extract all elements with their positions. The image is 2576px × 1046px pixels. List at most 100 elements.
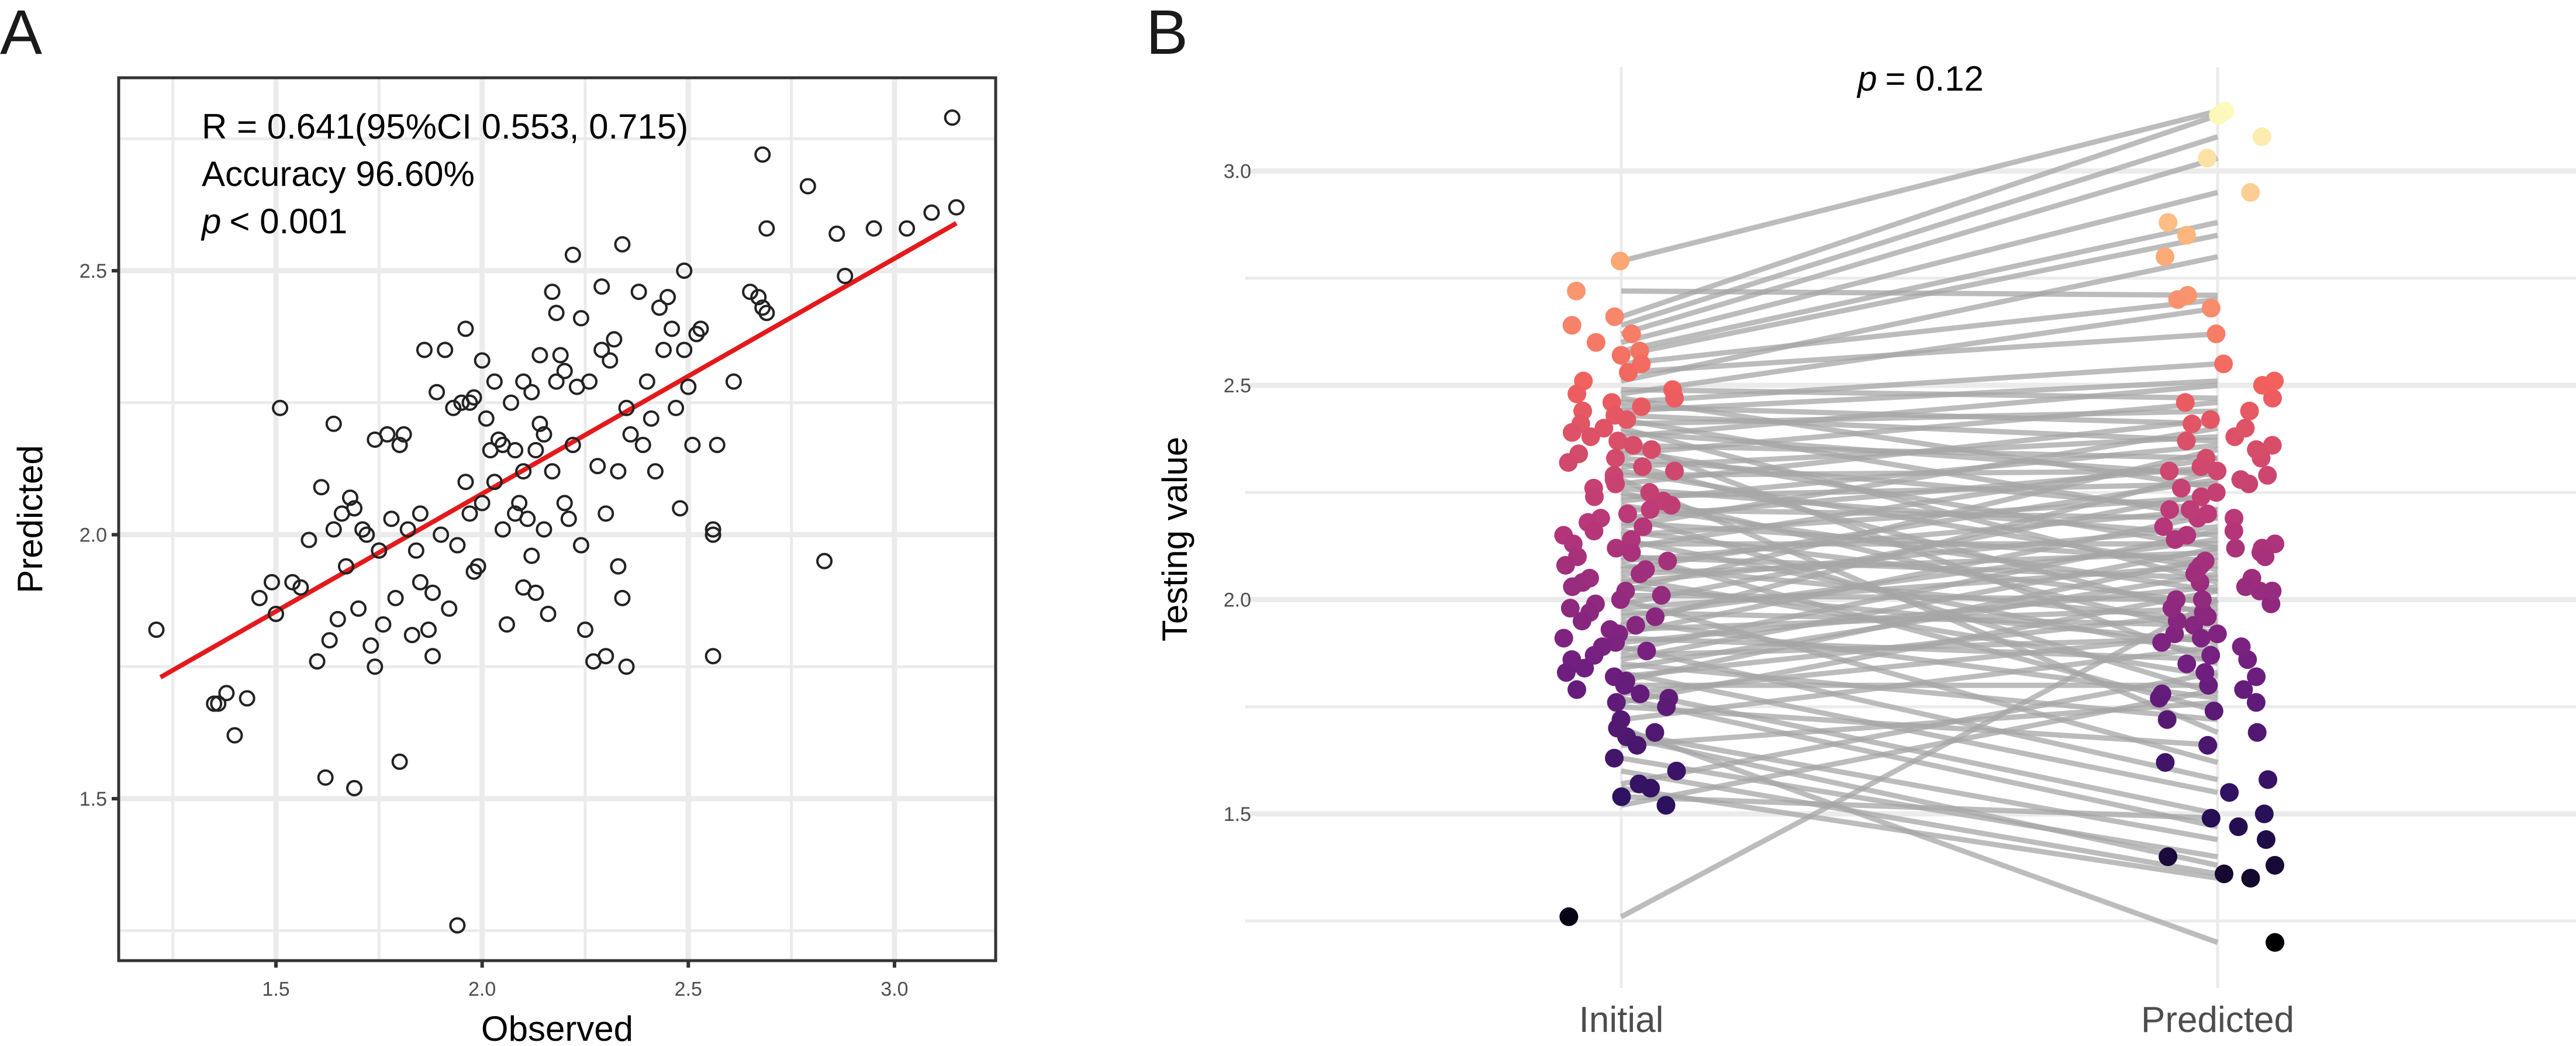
initial-dot bbox=[1646, 607, 1665, 626]
panel-b-x-categories: Initial Predicted bbox=[1579, 1000, 2294, 1040]
pair-line bbox=[1620, 156, 2219, 337]
pair-line bbox=[1621, 296, 2218, 367]
scatter-point bbox=[395, 426, 412, 443]
initial-dot bbox=[1608, 719, 1627, 738]
scatter-point bbox=[709, 436, 726, 453]
scatter-point bbox=[346, 500, 363, 517]
scatter-point bbox=[445, 399, 462, 416]
predicted-dot bbox=[2229, 817, 2248, 836]
initial-dot bbox=[1572, 612, 1591, 631]
scatter-point bbox=[433, 526, 450, 543]
initial-dot bbox=[1559, 907, 1579, 926]
scatter-point bbox=[313, 479, 330, 496]
predicted-dot bbox=[2252, 127, 2271, 146]
initial-dot bbox=[1567, 680, 1587, 699]
predicted-dot bbox=[2195, 663, 2215, 682]
pair-line bbox=[1621, 417, 2218, 487]
scatter-point bbox=[758, 305, 775, 322]
scatter-point bbox=[944, 109, 961, 126]
predicted-dot bbox=[2253, 376, 2272, 395]
scatter-point bbox=[655, 341, 672, 358]
scatter-point bbox=[664, 320, 681, 337]
predicted-dot bbox=[2201, 645, 2221, 665]
predicted-dot bbox=[2177, 226, 2197, 245]
initial-dot bbox=[1586, 333, 1605, 352]
pair-line bbox=[1621, 794, 2218, 821]
initial-dot bbox=[1631, 684, 1650, 703]
predicted-dot bbox=[2160, 500, 2180, 519]
scatter-point bbox=[350, 600, 367, 617]
initial-dot bbox=[1662, 496, 1681, 515]
initial-dot bbox=[1584, 645, 1604, 665]
scatter-point bbox=[465, 389, 482, 406]
scatter-point bbox=[523, 384, 540, 401]
scatter-point bbox=[614, 589, 631, 606]
category-label: Initial bbox=[1579, 1000, 1664, 1040]
initial-dot bbox=[1581, 427, 1600, 446]
scatter-point bbox=[408, 542, 424, 559]
scatter-point bbox=[429, 384, 446, 401]
scatter-point bbox=[309, 653, 326, 670]
initial-dot bbox=[1641, 779, 1660, 798]
scatter-point bbox=[536, 426, 553, 443]
scatter-point bbox=[321, 632, 338, 649]
scatter-point bbox=[638, 373, 655, 390]
predicted-dot bbox=[2160, 461, 2179, 481]
predicted-dot bbox=[2206, 483, 2226, 502]
scatter-point bbox=[486, 373, 503, 390]
scatter-point bbox=[610, 558, 627, 575]
scatter-point bbox=[684, 436, 701, 453]
y-tick-label: 2.5 bbox=[80, 260, 107, 282]
scatter-point bbox=[268, 605, 284, 622]
scatter-point bbox=[899, 220, 916, 237]
predicted-dot bbox=[2191, 487, 2211, 506]
scatter-point bbox=[210, 695, 227, 712]
panel-b: B 1.5 2.0 2.5 3.0 Initial Predicted Testing … bbox=[1146, 0, 2576, 1040]
scatter-point bbox=[301, 531, 317, 548]
pair-line bbox=[1621, 730, 2218, 843]
predicted-dot bbox=[2159, 847, 2178, 867]
predicted-dot bbox=[2209, 106, 2228, 125]
scatter-point bbox=[325, 521, 342, 538]
x-tick-label: 3.0 bbox=[880, 978, 908, 1000]
initial-dot bbox=[1624, 436, 1643, 455]
predicted-dot bbox=[2198, 736, 2218, 755]
initial-dot bbox=[1605, 307, 1624, 326]
predicted-dot bbox=[2198, 504, 2217, 523]
scatter-point bbox=[239, 690, 255, 707]
initial-dot bbox=[1631, 564, 1650, 584]
scatter-point bbox=[705, 526, 721, 543]
panel-b-y-axis-title: Testing value bbox=[1155, 437, 1194, 641]
predicted-dot bbox=[2234, 680, 2253, 699]
pair-line bbox=[1621, 554, 2218, 684]
scatter-point bbox=[606, 331, 623, 348]
scatter-point bbox=[486, 474, 503, 491]
p-value-text: = 0.12 bbox=[1885, 59, 1984, 98]
p-value-text: < 0.001 bbox=[229, 202, 347, 241]
pair-line bbox=[1621, 220, 2218, 354]
predicted-dot bbox=[2247, 723, 2267, 742]
scatter-point bbox=[754, 146, 771, 163]
scatter-point bbox=[457, 320, 474, 337]
predicted-dot bbox=[2201, 809, 2221, 828]
initial-dot bbox=[1562, 423, 1581, 442]
pair-line bbox=[1621, 546, 2218, 662]
y-tick-label: 3.0 bbox=[1224, 161, 1251, 183]
scatter-point bbox=[420, 622, 437, 638]
pair-line bbox=[1620, 189, 2219, 346]
initial-dot bbox=[1607, 693, 1626, 712]
scatter-point bbox=[923, 204, 940, 221]
panel-a-y-axis-title: Predicted bbox=[11, 445, 50, 593]
scatter-point bbox=[598, 648, 614, 665]
scatter-point bbox=[556, 363, 573, 379]
predicted-dot bbox=[2263, 388, 2282, 408]
scatter-point bbox=[461, 505, 478, 522]
predicted-dot bbox=[2225, 509, 2244, 528]
initial-dot bbox=[1559, 453, 1578, 472]
pair-line bbox=[1621, 734, 2218, 868]
predicted-dot bbox=[2254, 805, 2274, 823]
pair-line bbox=[1621, 382, 2218, 440]
initial-dot bbox=[1665, 461, 1684, 481]
scatter-point bbox=[750, 289, 767, 306]
scatter-point bbox=[329, 610, 346, 627]
